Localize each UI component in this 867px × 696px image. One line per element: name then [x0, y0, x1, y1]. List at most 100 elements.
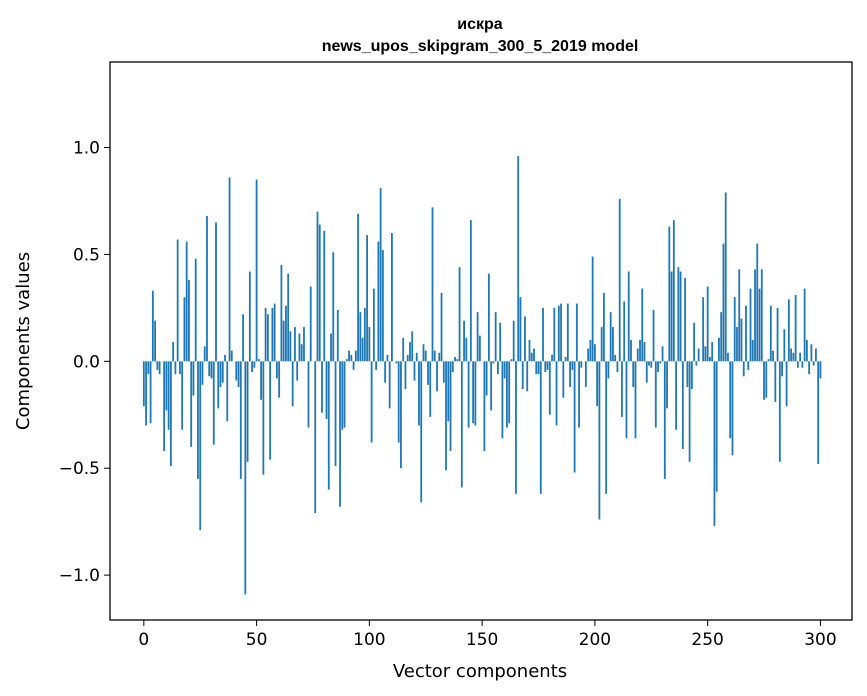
bar — [632, 361, 635, 387]
bar — [368, 327, 371, 362]
bar — [790, 348, 792, 362]
bar — [343, 361, 346, 428]
bar — [706, 286, 709, 362]
bar — [492, 361, 495, 364]
bar — [327, 361, 330, 490]
bar — [501, 361, 504, 439]
bar — [695, 361, 698, 366]
bar — [420, 361, 423, 503]
bar — [440, 292, 443, 362]
bar — [460, 361, 463, 488]
bar — [350, 354, 353, 362]
bar — [584, 361, 587, 387]
bar — [458, 267, 461, 362]
bar — [465, 337, 468, 362]
bar — [663, 361, 666, 479]
bar — [244, 361, 247, 595]
bar — [341, 361, 344, 430]
bar — [336, 310, 339, 362]
bar — [264, 307, 267, 362]
bar — [580, 361, 583, 368]
bar — [260, 361, 262, 400]
bar — [722, 243, 725, 362]
y-ticks: −1.0 −0.5 0.0 0.5 1.0 — [59, 139, 110, 586]
bar — [677, 267, 680, 362]
bar — [208, 361, 211, 377]
bar — [402, 337, 405, 362]
bar — [219, 361, 222, 387]
y-tick-label: −1.0 — [59, 566, 100, 586]
bar — [206, 215, 208, 362]
bar — [228, 177, 231, 362]
bar — [415, 352, 418, 362]
x-tick-label: 300 — [804, 630, 836, 650]
bar — [478, 335, 481, 362]
bar — [659, 361, 662, 364]
bar — [226, 361, 229, 422]
bar — [262, 361, 265, 475]
bar — [600, 327, 603, 362]
bar — [363, 307, 366, 362]
y-tick-label: 0.0 — [73, 352, 100, 372]
bar — [239, 361, 242, 479]
bar — [555, 361, 558, 426]
bar — [605, 361, 608, 494]
bar — [763, 361, 765, 400]
bar — [345, 359, 348, 362]
y-tick-label: −0.5 — [59, 459, 100, 479]
bar — [652, 310, 655, 362]
bar — [758, 288, 761, 362]
bar — [727, 352, 729, 362]
bar — [357, 213, 359, 362]
bar — [720, 312, 723, 362]
bar — [192, 361, 195, 396]
bar — [400, 361, 402, 469]
bar — [693, 322, 696, 362]
bar — [255, 179, 258, 362]
bar — [724, 192, 727, 362]
bar — [212, 361, 215, 445]
chart-subtitle: news_upos_skipgram_300_5_2019 model — [322, 38, 639, 55]
bar — [609, 312, 612, 362]
bar — [422, 344, 425, 362]
bar — [215, 222, 217, 362]
bar — [404, 361, 407, 390]
bar — [203, 346, 206, 362]
bar — [278, 361, 281, 398]
bar — [436, 361, 438, 392]
bar — [269, 361, 272, 460]
bar — [194, 258, 197, 362]
bar — [506, 361, 508, 428]
bar — [607, 361, 610, 379]
bar — [151, 290, 154, 362]
bar — [801, 361, 804, 368]
bar — [271, 307, 274, 362]
bar — [636, 348, 639, 362]
bar — [702, 297, 705, 362]
bar — [427, 361, 429, 385]
bar — [499, 322, 502, 362]
bar — [709, 357, 711, 362]
bar — [156, 361, 159, 370]
bar — [751, 339, 754, 362]
bar — [618, 198, 621, 362]
bar — [307, 361, 310, 428]
bar — [447, 361, 450, 422]
bar — [169, 361, 172, 467]
bar — [679, 271, 682, 362]
bar — [526, 361, 529, 392]
bar — [792, 352, 795, 362]
bar — [612, 327, 614, 362]
bar — [535, 361, 538, 375]
bar — [817, 361, 820, 464]
bar — [718, 337, 720, 362]
bar — [503, 361, 506, 379]
y-axis-label: Components values — [13, 252, 34, 430]
bar — [785, 361, 788, 407]
bar — [564, 357, 567, 362]
bar — [684, 277, 686, 362]
bar — [794, 295, 797, 362]
bar — [246, 361, 249, 462]
chart-title: искра — [457, 16, 503, 33]
